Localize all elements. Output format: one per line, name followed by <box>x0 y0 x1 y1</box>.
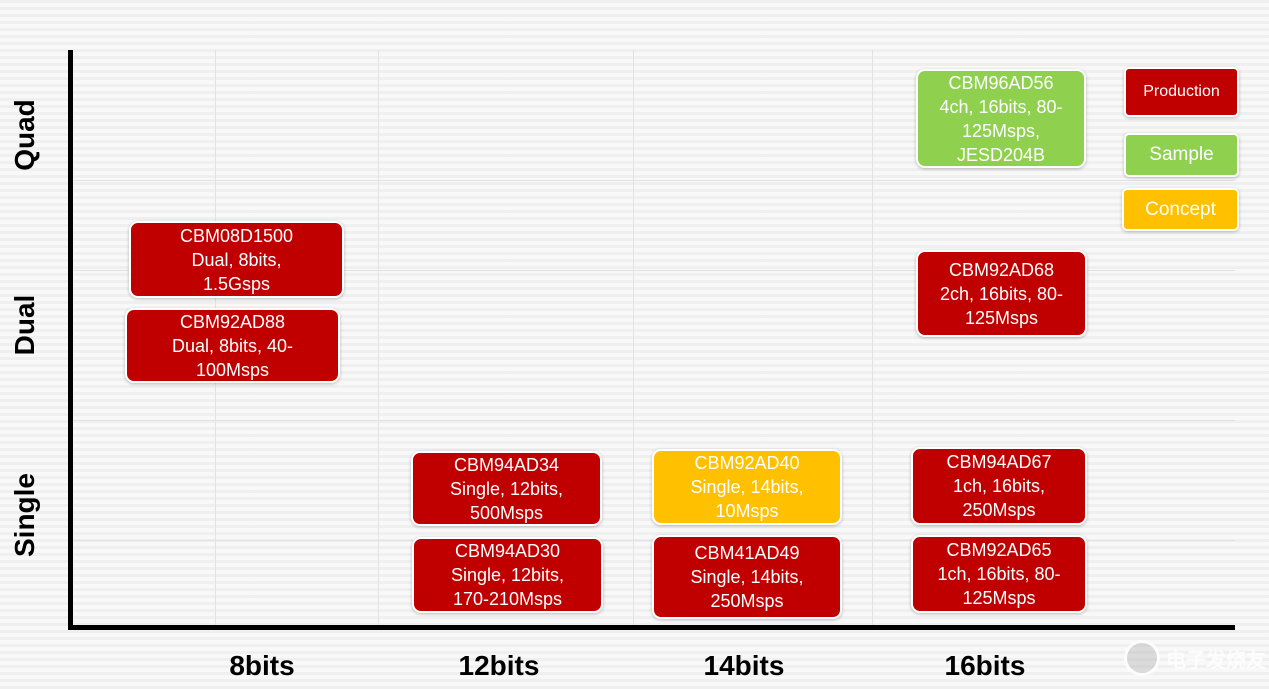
product-spec: 4ch, 16bits, 80- <box>939 96 1063 117</box>
product-spec: JESD204B <box>956 144 1046 165</box>
product-spec: Dual, 8bits, 40- <box>171 335 294 356</box>
watermark-icon <box>1124 640 1160 676</box>
product-name: CBM92AD88 <box>179 311 286 332</box>
y-axis-line <box>68 50 73 630</box>
product-spec: 1ch, 16bits, <box>952 476 1046 496</box>
legend-sample: Sample <box>1124 133 1239 177</box>
x-label-8bits: 8bits <box>229 650 295 681</box>
product-box-cbm96ad56: CBM96AD56 4ch, 16bits, 80- 125Msps, JESD… <box>916 69 1086 168</box>
watermark-logo: 电子发烧友 <box>1124 640 1266 676</box>
legend-production: Production <box>1124 67 1239 117</box>
product-spec: 125Msps <box>962 588 1036 608</box>
product-box-cbm94ad30: CBM94AD30 Single, 12bits, 170-210Msps <box>412 537 603 613</box>
product-spec: 10Msps <box>715 501 779 521</box>
product-spec: Single, 12bits, <box>450 565 565 585</box>
grid-line <box>633 50 634 626</box>
y-label-dual: Dual <box>9 294 40 356</box>
product-spec: 250Msps <box>962 500 1036 520</box>
product-box-cbm92ad40: CBM92AD40 Single, 14bits, 10Msps <box>652 449 842 525</box>
x-label-16bits: 16bits <box>944 650 1026 681</box>
x-label-12bits: 12bits <box>458 650 540 681</box>
y-label-single: Single <box>9 472 40 558</box>
product-spec: 250Msps <box>710 591 784 611</box>
product-spec: Single, 12bits, <box>449 478 564 499</box>
legend-concept: Concept <box>1122 188 1239 231</box>
product-spec: 500Msps <box>469 502 544 523</box>
product-spec: Single, 14bits, <box>690 567 804 587</box>
product-spec: 125Msps <box>964 307 1039 328</box>
product-name: CBM92AD68 <box>948 259 1055 280</box>
product-box-cbm94ad67: CBM94AD67 1ch, 16bits, 250Msps <box>911 447 1087 525</box>
product-box-cbm41ad49: CBM41AD49 Single, 14bits, 250Msps <box>652 535 842 619</box>
product-name: CBM94AD67 <box>946 452 1052 472</box>
product-spec: Single, 14bits, <box>690 477 804 497</box>
grid-line <box>70 420 1235 421</box>
grid-line <box>872 50 873 626</box>
grid-line <box>378 50 379 626</box>
product-box-cbm92ad68: CBM92AD68 2ch, 16bits, 80- 125Msps <box>916 250 1087 337</box>
product-name: CBM94AD34 <box>453 454 560 475</box>
product-spec: 2ch, 16bits, 80- <box>939 283 1064 304</box>
product-name: CBM92AD40 <box>694 453 800 473</box>
product-box-cbm92ad65: CBM92AD65 1ch, 16bits, 80- 125Msps <box>911 535 1087 613</box>
product-spec: 1ch, 16bits, 80- <box>937 564 1061 584</box>
product-spec: 100Msps <box>195 359 270 380</box>
product-box-cbm94ad34: CBM94AD34 Single, 12bits, 500Msps <box>411 451 602 526</box>
product-spec: 170-210Msps <box>452 589 563 609</box>
product-name: CBM94AD30 <box>454 541 561 561</box>
product-spec: 125Msps, <box>961 120 1041 141</box>
product-spec: 1.5Gsps <box>202 273 271 294</box>
grid-line <box>70 270 1235 271</box>
watermark-text: 电子发烧友 <box>1166 649 1266 672</box>
product-name: CBM41AD49 <box>694 543 800 563</box>
product-name: CBM92AD65 <box>946 540 1052 560</box>
product-box-cbm08d1500: CBM08D1500 Dual, 8bits, 1.5Gsps <box>129 221 344 298</box>
product-name: CBM96AD56 <box>948 72 1054 93</box>
product-name: CBM08D1500 <box>179 225 294 246</box>
y-label-quad: Quad <box>9 99 40 171</box>
x-label-14bits: 14bits <box>703 650 785 681</box>
x-axis-line <box>68 625 1235 630</box>
product-box-cbm92ad88: CBM92AD88 Dual, 8bits, 40- 100Msps <box>125 308 340 383</box>
grid-line <box>70 180 1235 181</box>
product-spec: Dual, 8bits, <box>191 249 282 270</box>
